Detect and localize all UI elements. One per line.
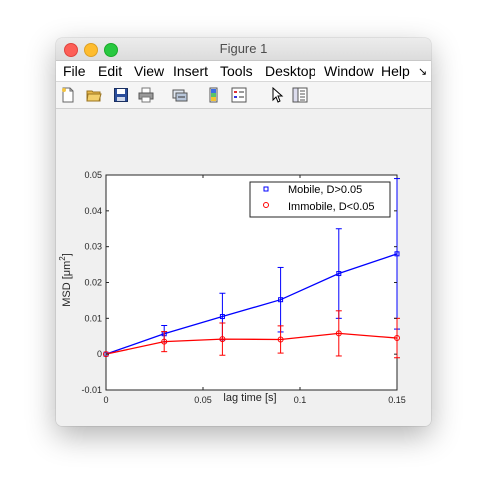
y-tick-label: 0.04 — [84, 206, 102, 216]
menu-desktop[interactable]: Desktop — [265, 63, 315, 79]
y-tick-label: 0.05 — [84, 170, 102, 180]
legend-marker-immobile — [263, 202, 269, 208]
toolbar — [56, 82, 431, 109]
zoom-button[interactable] — [104, 43, 118, 57]
legend-label-immobile: Immobile, D<0.05 — [288, 201, 375, 213]
figure-canvas: 0 0.05 0.1 0.15 -0.01 0 0.01 0.02 0.03 0.04 0.05 l… — [56, 109, 431, 426]
series-line-immobile — [105, 332, 398, 355]
link-icon[interactable] — [172, 87, 188, 103]
legend-box — [249, 181, 391, 218]
minimize-button[interactable] — [84, 43, 98, 57]
data-point-immobile — [335, 330, 342, 337]
menu-edit[interactable]: Edit — [98, 63, 123, 79]
y-axis-label-close: ] — [61, 253, 73, 256]
menu-overflow-icon[interactable]: ↘ — [418, 66, 428, 78]
y-axis-label-superscript: 2 — [58, 256, 67, 261]
y-tick-label: 0.01 — [84, 313, 102, 323]
y-tick-label: 0 — [97, 349, 102, 359]
menu-view[interactable]: View — [134, 63, 165, 79]
window-title: Figure 1 — [219, 41, 268, 56]
colorbar-icon[interactable] — [206, 87, 222, 103]
title-bar[interactable]: Figure 1 — [56, 38, 431, 61]
data-point-mobile — [394, 251, 400, 257]
x-tick-label: 0.05 — [194, 395, 212, 405]
new-figure-icon[interactable] — [60, 87, 76, 103]
legend[interactable]: Mobile, D>0.05 Immobile, D<0.05 — [249, 181, 391, 218]
x-tick-label: 0.15 — [388, 395, 406, 405]
menu-bar: File Edit View Insert Tools Desktop Wind… — [56, 61, 431, 82]
y-tick-label: 0.02 — [84, 278, 102, 288]
y-axis-label: MSD [μm2] — [58, 253, 73, 307]
save-icon[interactable] — [113, 87, 129, 103]
menu-help[interactable]: Help — [381, 63, 410, 79]
x-tick-label: 0 — [103, 395, 108, 405]
close-button[interactable] — [64, 43, 78, 57]
property-editor-icon[interactable] — [292, 87, 308, 103]
data-point-immobile — [277, 336, 284, 343]
y-tick-label: 0.03 — [84, 242, 102, 252]
menu-tools[interactable]: Tools — [220, 63, 253, 79]
data-point-mobile — [336, 271, 342, 277]
series-line-mobile — [105, 253, 398, 355]
data-point-immobile — [161, 338, 168, 345]
x-tick-label: 0.1 — [294, 395, 307, 405]
data-point-mobile — [219, 314, 225, 320]
series-immobile — [103, 310, 400, 359]
y-tick-label: -0.01 — [81, 385, 102, 395]
y-axis-label-main: MSD [μm — [61, 261, 73, 307]
print-icon[interactable] — [138, 87, 154, 103]
legend-label-mobile: Mobile, D>0.05 — [288, 184, 362, 196]
data-point-immobile — [394, 335, 400, 342]
data-point-mobile — [278, 297, 284, 303]
pointer-icon[interactable] — [269, 87, 285, 103]
x-axis-label: lag time [s] — [223, 392, 276, 404]
legend-icon[interactable] — [231, 87, 247, 103]
legend-marker-mobile — [263, 186, 269, 192]
menu-file[interactable]: File — [63, 63, 86, 79]
data-point-immobile — [219, 336, 226, 343]
menu-window[interactable]: Window — [324, 63, 374, 79]
menu-insert[interactable]: Insert — [173, 63, 209, 79]
open-file-icon[interactable] — [86, 87, 102, 103]
figure-window: Figure 1 File Edit View Insert Tools Des… — [56, 38, 431, 426]
